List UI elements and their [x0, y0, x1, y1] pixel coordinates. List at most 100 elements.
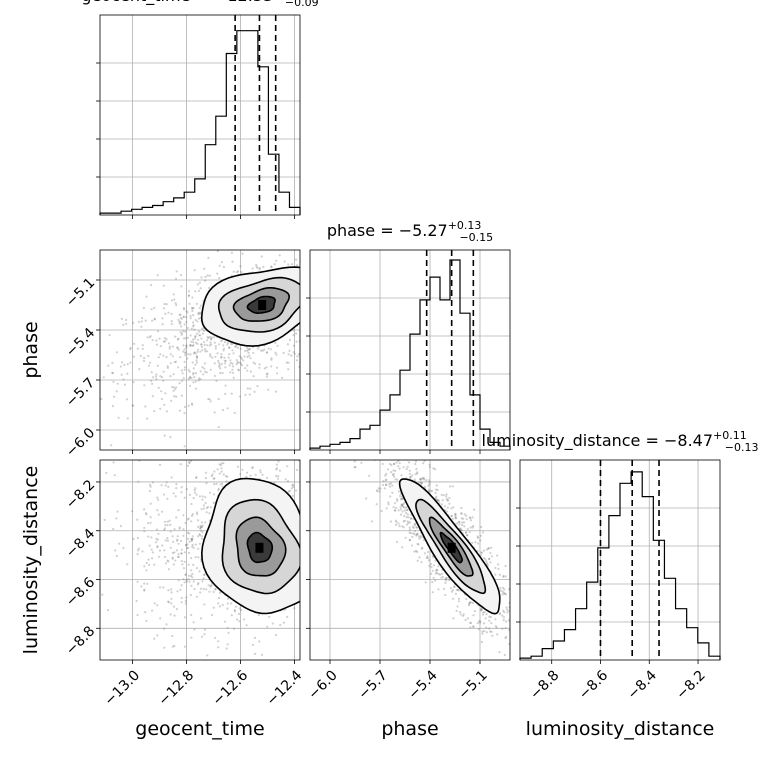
scatter-point [167, 601, 170, 604]
scatter-point [174, 277, 178, 280]
scatter-point [485, 631, 488, 634]
scatter-point [423, 460, 426, 462]
scatter-point [458, 610, 462, 614]
scatter-point [233, 610, 237, 613]
scatter-point [454, 512, 457, 515]
scatter-point [199, 591, 202, 594]
scatter-point [237, 361, 240, 364]
scatter-point [536, 661, 538, 663]
scatter-point [150, 557, 154, 560]
scatter-point [301, 289, 303, 291]
scatter-point [216, 447, 218, 449]
scatter-point [381, 462, 384, 466]
scatter-point [154, 375, 157, 378]
scatter-point [197, 379, 200, 382]
contour-line [232, 287, 291, 322]
scatter-point [102, 376, 105, 379]
scatter-point [337, 313, 339, 315]
scatter-point [209, 355, 212, 358]
panel-content [100, 218, 367, 448]
scatter-point [190, 569, 193, 572]
scatter-point [401, 455, 403, 457]
y-tick-label-phase: −5.1 [63, 275, 98, 310]
scatter-point [404, 506, 407, 509]
scatter-point [164, 539, 167, 542]
scatter-point [231, 342, 234, 345]
scatter-point [300, 609, 302, 611]
scatter-point [401, 546, 404, 549]
scatter-point [277, 460, 280, 463]
scatter-point [208, 344, 211, 347]
scatter-point [226, 626, 229, 630]
scatter-point [101, 593, 104, 596]
scatter-point [359, 495, 361, 497]
scatter-point [283, 236, 285, 238]
scatter-point [234, 345, 237, 348]
scatter-point [192, 381, 195, 384]
scatter-point [312, 248, 314, 250]
scatter-point [183, 445, 186, 448]
scatter-point [482, 549, 485, 552]
scatter-point [341, 538, 343, 540]
scatter-point [472, 524, 475, 528]
scatter-point [163, 434, 166, 437]
scatter-point [216, 272, 219, 275]
scatter-point [185, 580, 189, 583]
scatter-point [450, 515, 453, 518]
scatter-point [392, 473, 395, 476]
scatter-point [274, 633, 278, 637]
scatter-point [370, 430, 372, 432]
scatter-point [190, 514, 194, 518]
scatter-point [274, 390, 278, 393]
scatter-point [362, 568, 364, 570]
scatter-point [183, 351, 187, 355]
scatter-point [167, 589, 170, 592]
scatter-point [375, 550, 377, 552]
scatter-point [290, 487, 293, 490]
scatter-point [194, 352, 197, 355]
scatter-point [196, 283, 199, 286]
scatter-point [335, 245, 337, 247]
scatter-point [235, 359, 238, 362]
scatter-point [468, 602, 471, 606]
scatter-point [253, 652, 256, 656]
scatter-point [195, 476, 198, 479]
scatter-point [321, 302, 323, 304]
scatter-point [251, 466, 254, 469]
scatter-point [307, 539, 309, 541]
scatter-point [363, 269, 365, 271]
scatter-point [150, 308, 153, 311]
scatter-point [172, 492, 175, 495]
scatter-point [170, 399, 173, 402]
scatter-point [228, 353, 231, 356]
scatter-point [345, 539, 347, 541]
scatter-point [355, 570, 357, 572]
scatter-point [301, 269, 303, 271]
scatter-point [142, 306, 145, 309]
scatter-point [333, 347, 335, 349]
scatter-point [314, 254, 316, 256]
scatter-point [489, 630, 492, 633]
scatter-point [223, 359, 226, 362]
scatter-point [186, 326, 189, 330]
scatter-point [312, 344, 314, 346]
scatter-point [171, 535, 174, 538]
scatter-point [264, 661, 266, 663]
scatter-point [450, 507, 453, 510]
scatter-point [346, 288, 348, 290]
scatter-point [461, 524, 464, 527]
scatter-point [221, 603, 224, 607]
scatter-point [465, 534, 469, 537]
scatter-point [392, 436, 394, 438]
scatter-point [365, 218, 367, 220]
scatter-point [306, 311, 308, 313]
scatter-point [258, 366, 261, 369]
scatter-point [322, 576, 324, 578]
scatter-point [315, 599, 317, 601]
scatter-point [159, 407, 162, 410]
scatter-point [290, 354, 293, 357]
scatter-point [362, 455, 364, 457]
scatter-point [163, 528, 166, 532]
scatter-point [482, 611, 485, 614]
scatter-point [147, 558, 150, 561]
